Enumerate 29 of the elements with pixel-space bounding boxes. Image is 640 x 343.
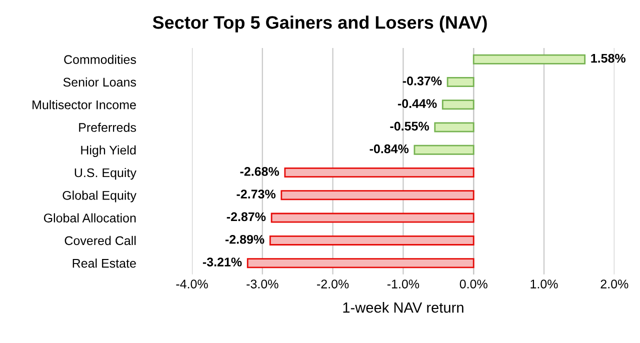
data-label: -0.44%	[398, 99, 437, 108]
data-label: -0.37%	[402, 76, 442, 86]
data-label: -2.73%	[236, 190, 276, 199]
y-tick-label: Real Estate	[72, 258, 136, 268]
x-tick-label: -4.0%	[176, 280, 208, 288]
data-label: -2.87%	[226, 212, 266, 222]
x-tick-label: 0.0%	[460, 280, 488, 288]
y-tick-label: Preferreds	[79, 122, 136, 132]
data-label: -0.84%	[370, 144, 409, 154]
data-label: -0.55%	[390, 122, 429, 131]
data-label: -3.21%	[202, 258, 242, 266]
x-tick-label: -3.0%	[246, 280, 278, 288]
data-label: 1.58%	[591, 54, 626, 63]
x-tick-label: -1.0%	[387, 280, 420, 288]
y-tick-label: Commodities	[64, 54, 136, 64]
y-tick-label: Covered Call	[64, 236, 136, 246]
y-tick-label: Global Allocation	[44, 213, 136, 222]
y-tick-label: Multisector Income	[32, 100, 136, 110]
y-tick-label: High Yield	[81, 145, 136, 158]
data-label: -2.89%	[225, 234, 264, 244]
chart-title: Sector Top 5 Gainers and Losers (NAV)	[152, 16, 487, 32]
y-tick-label: Global Equity	[62, 190, 136, 202]
x-tick-label: 1.0%	[530, 280, 558, 288]
x-axis-title: 1-week NAV return	[343, 302, 464, 313]
y-tick-label: U.S. Equity	[74, 168, 136, 180]
x-tick-label: 2.0%	[600, 280, 628, 288]
y-tick-label: Senior Loans	[63, 77, 136, 87]
x-tick-label: -2.0%	[317, 280, 349, 288]
data-label: -2.68%	[240, 167, 280, 176]
